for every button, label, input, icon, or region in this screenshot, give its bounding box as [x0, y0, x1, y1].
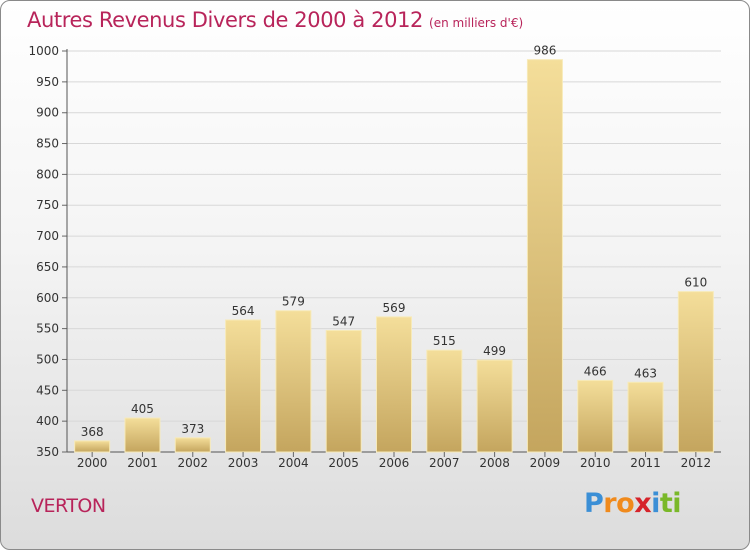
- y-tick-label: 400: [36, 414, 59, 428]
- x-tick-label: 2005: [328, 456, 359, 470]
- bar-value-label: 986: [533, 44, 556, 58]
- x-tick-label: 2010: [580, 456, 611, 470]
- bar: [426, 349, 463, 453]
- y-tick-label: 550: [36, 322, 59, 336]
- bar: [124, 417, 161, 453]
- bar: [74, 440, 111, 453]
- x-tick-label: 2006: [379, 456, 410, 470]
- y-tick-label: 350: [36, 445, 59, 459]
- bar: [275, 310, 312, 453]
- logo-letter: o: [616, 488, 635, 519]
- x-tick-label: 2002: [177, 456, 208, 470]
- bar: [526, 59, 563, 453]
- y-tick-label: 800: [36, 167, 59, 181]
- y-tick-label: 650: [36, 260, 59, 274]
- logo-letter: x: [634, 488, 652, 519]
- chart-subtitle: (en milliers d'€): [429, 16, 524, 30]
- y-tick-label: 950: [36, 75, 59, 89]
- bar-value-label: 466: [584, 364, 607, 378]
- bar-value-label: 610: [684, 276, 707, 290]
- bar: [174, 437, 211, 453]
- x-tick-label: 2004: [278, 456, 309, 470]
- bar: [627, 381, 664, 453]
- y-tick-label: 1000: [28, 44, 59, 58]
- bar: [376, 316, 412, 453]
- bar: [677, 291, 714, 453]
- x-tick-label: 2003: [228, 456, 259, 470]
- bar-value-label: 405: [131, 402, 154, 416]
- logo-letter: i: [672, 488, 682, 519]
- x-tick-label: 2012: [681, 456, 712, 470]
- y-tick-label: 700: [36, 229, 59, 243]
- x-tick-label: 2011: [630, 456, 661, 470]
- chart-title: Autres Revenus Divers de 2000 à 2012 (en …: [27, 8, 523, 32]
- bar: [325, 329, 362, 453]
- bar-value-label: 373: [181, 422, 204, 436]
- bar-value-label: 569: [383, 301, 406, 315]
- x-tick-label: 2000: [77, 456, 108, 470]
- commune-name: VERTON: [31, 495, 106, 517]
- bar-value-label: 463: [634, 366, 657, 380]
- bar-value-label: 547: [332, 314, 355, 328]
- chart-title-text: Autres Revenus Divers de 2000 à 2012: [27, 8, 424, 32]
- bar-value-label: 564: [232, 304, 255, 318]
- bar-value-label: 368: [81, 425, 104, 439]
- bar: [225, 319, 262, 453]
- bar: [577, 379, 614, 453]
- y-tick-label: 600: [36, 291, 59, 305]
- x-tick-label: 2001: [127, 456, 158, 470]
- y-tick-label: 900: [36, 106, 59, 120]
- logo-letter: r: [603, 488, 617, 519]
- x-tick-label: 2008: [479, 456, 510, 470]
- y-tick-label: 750: [36, 198, 59, 212]
- y-tick-label: 850: [36, 137, 59, 151]
- logo-letter: t: [659, 488, 673, 519]
- y-tick-label: 450: [36, 383, 59, 397]
- y-tick-label: 500: [36, 352, 59, 366]
- proxiti-logo: Proxiti: [584, 488, 682, 519]
- bar: [476, 359, 513, 453]
- bar-value-label: 499: [483, 344, 506, 358]
- x-tick-label: 2007: [429, 456, 460, 470]
- bar-value-label: 515: [433, 334, 456, 348]
- logo-letter: i: [651, 488, 660, 519]
- bar-value-label: 579: [282, 295, 305, 309]
- logo-letter: P: [584, 488, 604, 519]
- x-tick-label: 2009: [530, 456, 561, 470]
